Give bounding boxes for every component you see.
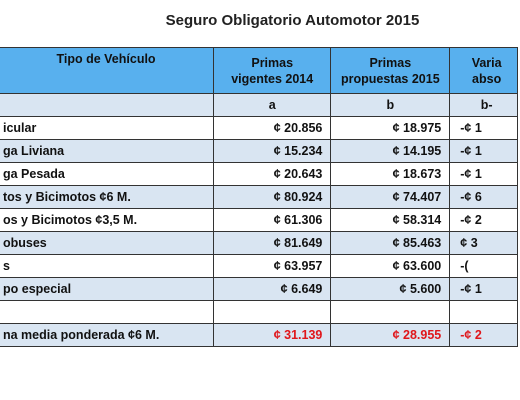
data-row: s ¢ 63.957 ¢ 63.600 -( [0,254,518,278]
cell: s [0,254,215,278]
data-row: icular ¢ 20.856 ¢ 18.975 -¢ 1 [0,116,518,140]
data-row: ga Liviana ¢ 15.234 ¢ 14.195 -¢ 1 [0,139,518,163]
cell: ¢ 18.975 [330,116,451,140]
cell: -¢ 1 [449,162,518,186]
cell: obuses [0,231,215,255]
empty-row [0,300,518,324]
cell: ¢ 15.234 [213,139,332,163]
cell: ¢ 81.649 [213,231,332,255]
cell: -¢ 2 [449,208,518,232]
total-row: na media ponderada ¢6 M. ¢ 31.139 ¢ 28.955… [0,323,518,347]
cell: tos y Bicimotos ¢6 M. [0,185,215,209]
cell: ¢ 61.306 [213,208,332,232]
cell: -¢ 6 [449,185,518,209]
cell [330,300,451,324]
cell: -¢ 1 [449,139,518,163]
cell: Primas vigentes 2014 [213,47,332,94]
data-row: po especial ¢ 6.649 ¢ 5.600 -¢ 1 [0,277,518,301]
cell [0,93,215,117]
data-row: obuses ¢ 81.649 ¢ 85.463 ¢ 3 [0,231,518,255]
cell: ¢ 6.649 [213,277,332,301]
cell: ¢ 5.600 [330,277,451,301]
cell: ¢ 14.195 [330,139,451,163]
cell: ¢ 31.139 [213,323,332,347]
data-row: os y Bicimotos ¢3,5 M. ¢ 61.306 ¢ 58.314 -¢… [0,208,518,232]
cell: ¢ 28.955 [330,323,451,347]
cell: ¢ 20.643 [213,162,332,186]
data-row: ga Pesada ¢ 20.643 ¢ 18.673 -¢ 1 [0,162,518,186]
cell: ¢ 74.407 [330,185,451,209]
cell: na media ponderada ¢6 M. [0,323,215,347]
cell: ¢ 58.314 [330,208,451,232]
cell: ¢ 18.673 [330,162,451,186]
cell: Tipo de Vehículo [0,47,215,94]
cell: a [213,93,332,117]
cell: ¢ 63.957 [213,254,332,278]
cell: -¢ 1 [449,116,518,140]
cell: Varia abso [449,47,518,94]
cell: b- [449,93,518,117]
cell: icular [0,116,215,140]
cell: -¢ 2 [449,323,518,347]
cell: -¢ 1 [449,277,518,301]
table: Tipo de Vehículo Primas vigentes 2014 Prima… [0,47,518,347]
header-row: Tipo de Vehículo Primas vigentes 2014 Prima… [0,47,518,94]
cell [0,300,215,324]
cell: ga Pesada [0,162,215,186]
cell: ¢ 85.463 [330,231,451,255]
cell: ¢ 80.924 [213,185,332,209]
cell: -( [449,254,518,278]
cell: ¢ 3 [449,231,518,255]
subheader-row: a b b- [0,93,518,117]
cell: po especial [0,277,215,301]
cell: ¢ 20.856 [213,116,332,140]
data-row: tos y Bicimotos ¢6 M. ¢ 80.924 ¢ 74.407 -¢ … [0,185,518,209]
cell [449,300,518,324]
cell: Primas propuestas 2015 [330,47,451,94]
title: Seguro Obligatorio Automotor 2015 [165,12,420,29]
cell: os y Bicimotos ¢3,5 M. [0,208,215,232]
cell: b [330,93,451,117]
cell: ¢ 63.600 [330,254,451,278]
cell [213,300,332,324]
cell: ga Liviana [0,139,215,163]
